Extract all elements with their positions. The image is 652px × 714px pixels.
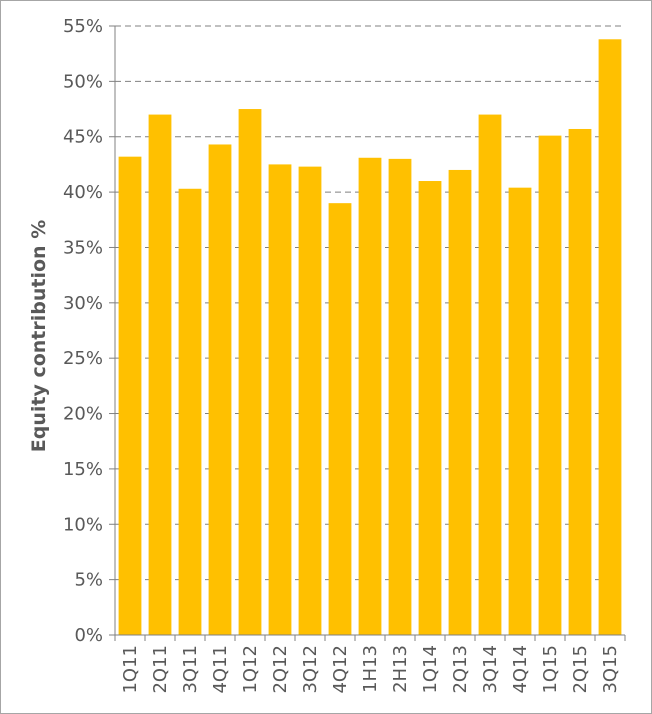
bar	[328, 203, 352, 635]
bar	[418, 181, 442, 635]
bar	[298, 166, 322, 635]
y-axis-label: Equity contribution %	[28, 220, 50, 452]
bar	[568, 128, 592, 635]
x-tick-label: 1Q14	[420, 645, 441, 694]
x-tick-label: 3Q15	[600, 645, 621, 694]
x-tick-label: 2Q12	[270, 645, 291, 694]
y-tick-label: 0%	[74, 625, 103, 646]
bar	[508, 187, 532, 636]
bar	[538, 135, 562, 635]
bar	[448, 169, 472, 636]
x-tick-label: 1Q12	[240, 645, 261, 694]
axes	[109, 25, 626, 641]
bar	[238, 109, 262, 635]
bar	[148, 114, 172, 636]
y-tick-label: 10%	[63, 514, 103, 535]
y-tick-label: 30%	[63, 293, 103, 314]
y-tick-label: 15%	[63, 459, 103, 480]
x-tick-label: 4Q11	[210, 645, 231, 694]
x-tick-label: 2Q13	[450, 645, 471, 694]
y-tick-label: 35%	[63, 237, 103, 258]
x-tick-label: 1H13	[360, 645, 381, 693]
x-tick-label: 1Q11	[120, 645, 141, 694]
y-tick-label: 20%	[63, 404, 103, 425]
bar	[388, 158, 412, 635]
y-tick-labels: 0% 5% 10% 15% 20% 25% 30% 35% 40% 45% 50% 55%	[63, 16, 103, 646]
y-tick-label: 50%	[63, 71, 103, 92]
x-tick-label: 2Q11	[150, 645, 171, 694]
y-tick-label: 45%	[63, 127, 103, 148]
x-tick-label: 4Q12	[330, 645, 351, 694]
x-tick-label: 2H13	[390, 645, 411, 693]
bar	[208, 144, 232, 635]
y-tick-label: 25%	[63, 348, 103, 369]
y-tick-label: 55%	[63, 16, 103, 37]
bar	[268, 164, 292, 635]
x-tick-labels: 1Q11 2Q11 3Q11 4Q11 1Q12 2Q12 3Q12 4Q12 1H13 2H13…	[120, 645, 621, 694]
x-tick-label: 3Q11	[180, 645, 201, 694]
bar	[178, 188, 202, 635]
x-tick-label: 3Q14	[480, 645, 501, 694]
bar	[598, 39, 622, 635]
bar	[358, 157, 382, 636]
x-tick-label: 2Q15	[570, 645, 591, 694]
bar	[118, 156, 142, 635]
x-tick-label: 1Q15	[540, 645, 561, 694]
bars	[118, 39, 622, 636]
bar	[478, 114, 502, 636]
y-tick-label: 5%	[74, 570, 103, 591]
x-tick-label: 3Q12	[300, 645, 321, 694]
x-tick-label: 4Q14	[510, 645, 531, 694]
y-tick-label: 40%	[63, 182, 103, 203]
